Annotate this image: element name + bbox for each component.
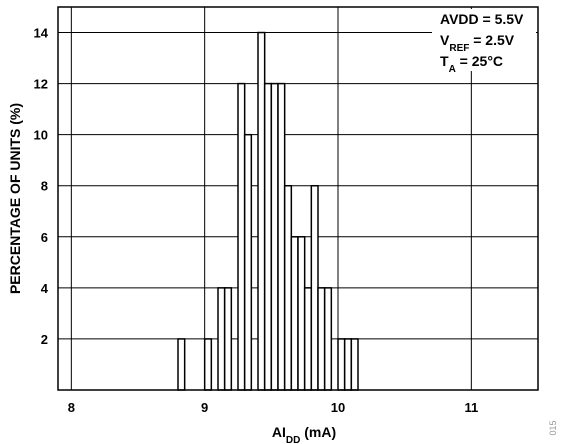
- y-axis-title: PERCENTAGE OF UNITS (%): [7, 103, 23, 294]
- x-tick-label: 10: [331, 400, 345, 415]
- plot-frame: [57, 6, 539, 391]
- x-axis-title: AIDD (mA): [272, 424, 336, 444]
- histogram-bar: [323, 287, 333, 391]
- annotation-line: AVDD = 5.5V: [440, 11, 524, 27]
- x-axis-title-unit: (mA): [300, 424, 336, 440]
- x-axis-title-subscript: DD: [286, 435, 300, 444]
- y-tick-label: 14: [34, 26, 49, 41]
- y-tick-label: 2: [41, 332, 48, 347]
- annotation-background: [432, 9, 536, 71]
- histogram-bar: [277, 82, 286, 391]
- y-tick-label: 10: [34, 128, 48, 143]
- histogram-bar: [283, 184, 293, 391]
- histogram-bar: [257, 31, 266, 391]
- y-tick-label: 6: [41, 230, 48, 245]
- histogram-bar: [310, 184, 319, 391]
- y-tick-label: 8: [41, 179, 48, 194]
- annotation-line: VREF = 2.5V: [440, 32, 515, 54]
- x-tick-label: 9: [201, 400, 208, 415]
- x-axis-title-main: AI: [272, 424, 286, 440]
- annotation-line: TA = 25°C: [440, 53, 503, 75]
- histogram-bar: [237, 82, 246, 391]
- x-tick-label: 11: [464, 400, 478, 415]
- histogram-bar: [223, 287, 233, 391]
- x-tick-labels: 8 9 10 11: [68, 400, 478, 415]
- histogram-bar: [350, 338, 359, 391]
- histogram-bar: [317, 287, 326, 391]
- histogram-bar: [297, 236, 306, 391]
- histogram-bar: [270, 82, 279, 391]
- y-tick-label: 4: [41, 281, 49, 296]
- histogram-bar: [217, 287, 226, 391]
- histogram-bar: [203, 338, 213, 391]
- figure-id: 015: [548, 420, 558, 435]
- y-tick-labels: 2 4 6 8 10 12 14: [34, 26, 49, 347]
- histogram-bar: [263, 82, 273, 391]
- histogram-bar: [343, 338, 353, 391]
- histogram-bar: [177, 338, 186, 391]
- x-tick-label: 8: [68, 400, 75, 415]
- histogram-bar: [290, 236, 299, 391]
- histogram-bar: [303, 287, 313, 391]
- histogram-bar: [243, 133, 253, 391]
- histogram-bar: [337, 338, 346, 391]
- y-tick-label: 12: [34, 77, 48, 92]
